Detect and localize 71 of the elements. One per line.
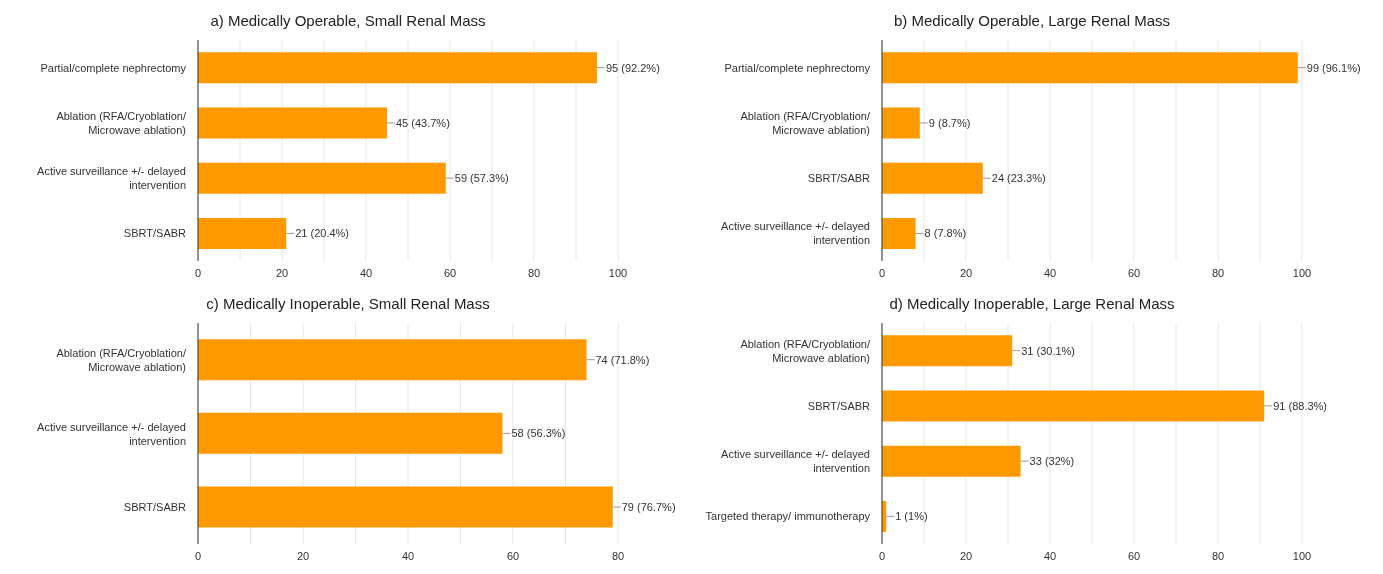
x-tick-label: 100 bbox=[1292, 549, 1312, 562]
x-tick-label: 40 bbox=[401, 549, 415, 562]
y-tick-label: Ablation (RFA/Cryoblation/ Microwave ablation) bbox=[740, 109, 871, 136]
data-label: 1 (1%) bbox=[895, 510, 928, 523]
chart-title: b) Medically Operable, Large Renal Mass bbox=[893, 11, 1171, 31]
x-tick-label: 0 bbox=[194, 266, 202, 279]
y-tick-label: SBRT/SABR bbox=[807, 172, 871, 185]
bar bbox=[198, 412, 503, 454]
bar bbox=[198, 339, 587, 381]
bar bbox=[882, 390, 1265, 422]
y-tick-label: Partial/complete nephrectomy bbox=[724, 61, 871, 74]
bar bbox=[882, 52, 1298, 84]
data-label: 45 (43.7%) bbox=[396, 116, 450, 129]
bar bbox=[882, 217, 916, 249]
x-tick-label: 20 bbox=[296, 549, 310, 562]
data-label: 79 (76.7%) bbox=[621, 501, 676, 514]
x-tick-label: 0 bbox=[194, 549, 202, 562]
data-label: 91 (88.3%) bbox=[1273, 399, 1328, 412]
x-tick-label: 60 bbox=[1127, 549, 1141, 562]
bar bbox=[198, 107, 387, 139]
x-tick-label: 80 bbox=[1211, 549, 1225, 562]
y-tick-label: Active surveillance +/- delayed intervention bbox=[721, 220, 870, 247]
data-label: 21 (20.4%) bbox=[295, 227, 350, 240]
bar bbox=[198, 217, 287, 249]
x-tick-label: 60 bbox=[1127, 266, 1141, 279]
bar bbox=[198, 52, 597, 84]
chart-title: c) Medically Inoperable, Small Renal Mass bbox=[205, 294, 491, 314]
data-label: 95 (92.2%) bbox=[606, 61, 660, 74]
x-tick-label: 40 bbox=[1043, 549, 1057, 562]
data-label: 24 (23.3%) bbox=[991, 172, 1046, 185]
y-tick-label: Partial/complete nephrectomy bbox=[40, 61, 187, 74]
y-tick-label: Active surveillance +/- delayed intervention bbox=[37, 420, 186, 447]
x-tick-label: 0 bbox=[878, 549, 886, 562]
data-label: 58 (56.3%) bbox=[511, 427, 566, 440]
y-tick-label: SBRT/SABR bbox=[807, 399, 871, 412]
bar bbox=[882, 107, 920, 139]
bar bbox=[882, 335, 1013, 367]
chart-title: d) Medically Inoperable, Large Renal Mass bbox=[888, 294, 1176, 314]
x-tick-label: 100 bbox=[608, 266, 628, 279]
x-tick-label: 80 bbox=[1211, 266, 1225, 279]
x-tick-label: 0 bbox=[878, 266, 886, 279]
x-tick-label: 100 bbox=[1292, 266, 1312, 279]
y-tick-label: Ablation (RFA/Cryoblation/ Microwave ablation) bbox=[56, 346, 187, 373]
y-tick-label: SBRT/SABR bbox=[123, 227, 187, 240]
x-tick-label: 20 bbox=[275, 266, 289, 279]
bar bbox=[882, 162, 983, 194]
data-label: 59 (57.3%) bbox=[454, 172, 509, 185]
bar bbox=[882, 445, 1021, 477]
chart-title: a) Medically Operable, Small Renal Mass bbox=[209, 11, 487, 31]
data-label: 74 (71.8%) bbox=[595, 353, 650, 366]
x-tick-label: 20 bbox=[959, 549, 973, 562]
y-tick-label: Targeted therapy/ immunotherapy bbox=[705, 510, 871, 523]
bar bbox=[198, 162, 446, 194]
data-label: 9 (8.7%) bbox=[928, 116, 971, 129]
y-tick-label: Ablation (RFA/Cryoblation/ Microwave ablation) bbox=[56, 109, 187, 136]
x-tick-label: 80 bbox=[611, 549, 625, 562]
data-label: 8 (7.8%) bbox=[924, 227, 967, 240]
data-label: 31 (30.1%) bbox=[1021, 344, 1076, 357]
y-tick-label: SBRT/SABR bbox=[123, 501, 187, 514]
x-tick-label: 20 bbox=[959, 266, 973, 279]
x-tick-label: 60 bbox=[443, 266, 457, 279]
data-label: 33 (32%) bbox=[1029, 455, 1075, 468]
bar bbox=[198, 486, 613, 528]
data-label: 99 (96.1%) bbox=[1306, 61, 1361, 74]
y-tick-label: Ablation (RFA/Cryoblation/ Microwave ablation) bbox=[740, 337, 871, 364]
x-tick-label: 40 bbox=[1043, 266, 1057, 279]
x-tick-label: 60 bbox=[506, 549, 520, 562]
x-tick-label: 40 bbox=[359, 266, 373, 279]
y-tick-label: Active surveillance +/- delayed intervention bbox=[37, 165, 186, 192]
x-tick-label: 80 bbox=[527, 266, 541, 279]
y-tick-label: Active surveillance +/- delayed intervention bbox=[721, 448, 870, 475]
